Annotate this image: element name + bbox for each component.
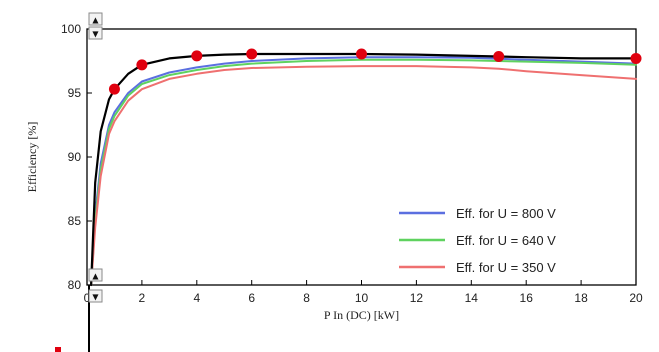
x-tick-label: 0 — [84, 291, 91, 305]
x-tick-label: 14 — [465, 291, 479, 305]
x-axis-ticks: 0 2 4 6 8 10 12 14 16 18 20 — [84, 280, 643, 305]
data-markers — [108, 48, 642, 95]
x-tick-label: 12 — [410, 291, 424, 305]
data-point — [630, 52, 642, 64]
legend-label: Eff. for U = 640 V — [456, 233, 556, 248]
data-point — [356, 48, 367, 60]
spin-up-icon[interactable]: ▲ — [88, 268, 103, 282]
data-point — [493, 51, 505, 63]
spin-down-icon[interactable]: ▼ — [88, 289, 103, 303]
spin-up-icon: ▲ — [92, 272, 99, 281]
y-tick-label: 85 — [68, 214, 82, 228]
spinner-box — [88, 26, 103, 40]
series-line-350v — [90, 65, 637, 286]
spinner-box — [88, 12, 103, 26]
spinner-box — [88, 268, 103, 282]
spin-up-icon[interactable]: ▲ — [88, 12, 103, 26]
x-tick-label: 18 — [574, 291, 588, 305]
offscreen-marker — [55, 347, 61, 352]
y-axis-label: Efficiency [%] — [25, 122, 39, 193]
y-tick-label: 80 — [68, 278, 82, 292]
legend-label: Eff. for U = 800 V — [456, 206, 556, 221]
spin-down-icon: ▼ — [92, 30, 99, 39]
series-line-640v — [90, 58, 637, 286]
x-tick-label: 6 — [248, 291, 255, 305]
spin-up-icon: ▲ — [92, 16, 99, 25]
y-tick-label: 90 — [68, 150, 82, 164]
x-tick-label: 10 — [355, 291, 369, 305]
x-tick-label: 8 — [303, 291, 310, 305]
data-point — [191, 50, 203, 62]
axis-spinners[interactable]: ▲ ▼ ▲ ▼ — [88, 12, 103, 303]
legend: Eff. for U = 800 V Eff. for U = 640 V Eff.… — [399, 206, 556, 275]
x-axis-label: P In (DC) [kW] — [324, 308, 399, 322]
y-tick-label: 95 — [68, 86, 82, 100]
curves — [55, 52, 638, 352]
y-axis-ticks: 80 85 90 95 100 — [61, 22, 92, 292]
spin-down-icon[interactable]: ▼ — [88, 26, 103, 40]
y-tick-label: 100 — [61, 22, 81, 36]
x-tick-label: 2 — [139, 291, 146, 305]
spin-down-icon: ▼ — [92, 293, 99, 302]
data-point — [136, 59, 148, 71]
x-tick-label: 16 — [520, 291, 534, 305]
data-point — [108, 83, 120, 95]
legend-label: Eff. for U = 350 V — [456, 260, 556, 275]
x-tick-label: 4 — [193, 291, 200, 305]
data-point — [246, 48, 258, 60]
x-tick-label: 20 — [629, 291, 643, 305]
spinner-box — [88, 289, 103, 303]
